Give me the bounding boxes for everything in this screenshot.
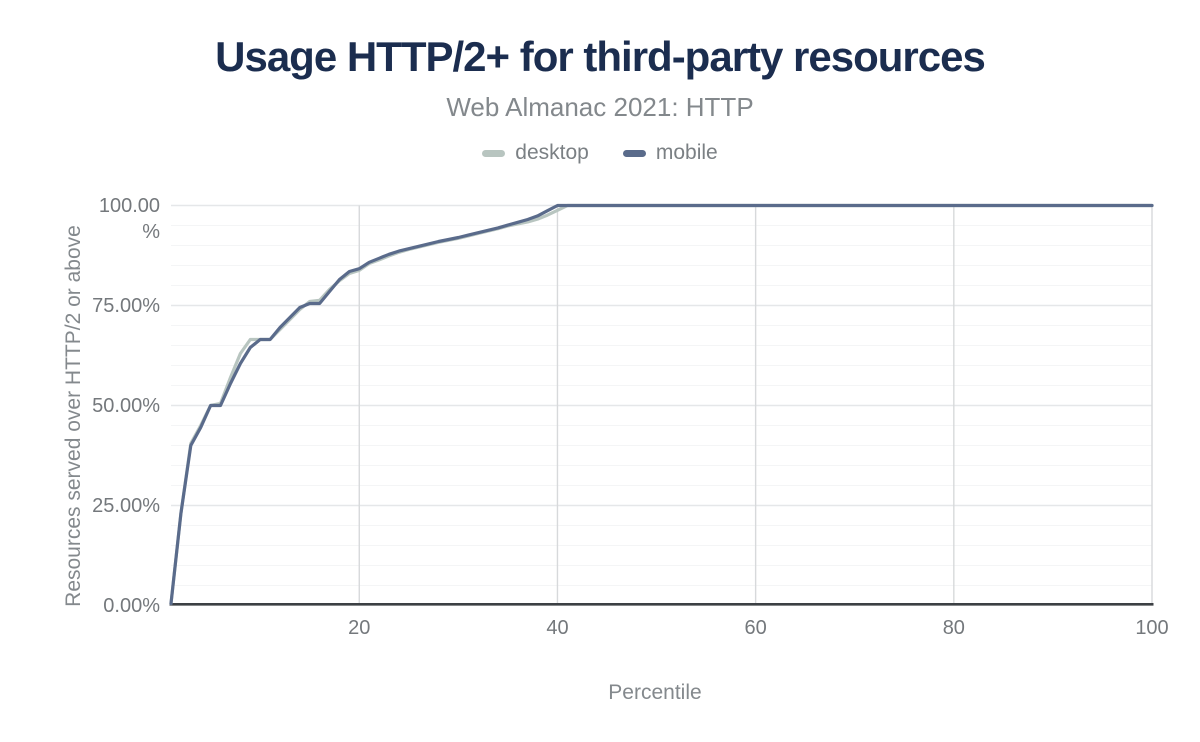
x-tick-label: 100 [1135,617,1169,639]
chart-subtitle: Web Almanac 2021: HTTP [446,92,754,122]
legend-label: mobile [655,141,718,164]
legend-item-desktop: desktop [482,141,589,165]
mobile-series-line [169,203,1154,606]
y-tick-label: 25.00% [92,494,160,517]
mobile-swatch-icon [622,149,646,157]
x-tick-label: 20 [348,617,371,639]
x-tick-label: 80 [942,617,965,639]
y-tick-label: 50.00% [92,394,160,417]
y-tick-label: 100.00 % [98,194,160,243]
chart-title: Usage HTTP/2+ for third-party resources [215,33,986,80]
y-tick-label: 75.00% [92,294,160,317]
desktop-swatch-icon [482,149,506,157]
legend: desktop mobile [0,141,1200,165]
legend-item-mobile: mobile [622,141,718,165]
y-tick-label: 0.00% [103,594,160,617]
x-tick-label: 40 [546,617,569,639]
legend-label: desktop [515,141,589,164]
x-axis-title: Percentile [608,681,702,704]
x-tick-label: 60 [744,617,767,639]
